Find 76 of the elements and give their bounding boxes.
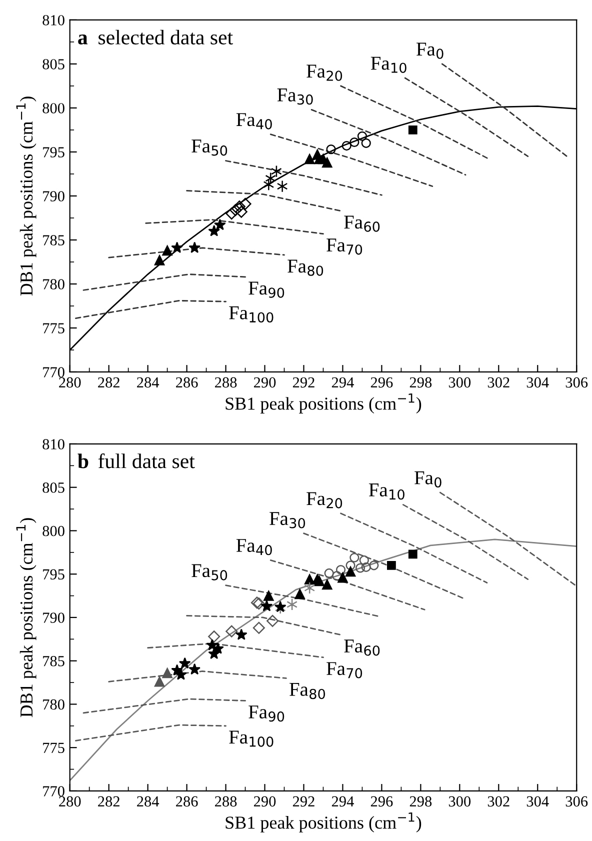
x-tick-label: 288 xyxy=(214,377,237,388)
y-tick-label: 790 xyxy=(43,612,64,623)
annotation: Fa$_{80}$ xyxy=(288,260,324,276)
annotation: Fa$_{50}$ xyxy=(192,564,228,580)
y-tick-label: 775 xyxy=(43,742,64,754)
x-tick-label: 302 xyxy=(488,796,510,807)
x-tick-label: 294 xyxy=(332,796,354,807)
y-tick-label: 810 xyxy=(42,15,64,26)
x-tick-label: 300 xyxy=(448,377,471,388)
y-tick-label: 790 xyxy=(43,191,64,202)
x-tick-label: 280 xyxy=(59,377,81,388)
x-axis-title: SB1 peak positions (cm$^{−1}$) xyxy=(226,393,422,414)
x-tick-label: 304 xyxy=(526,796,549,807)
y-tick-label: 805 xyxy=(42,482,64,493)
x-tick-label: 282 xyxy=(98,377,120,388)
annotation: Fa$_{60}$ xyxy=(344,640,380,656)
annotation: Fa$_{100}$ xyxy=(229,306,274,323)
x-tick-label: 288 xyxy=(214,796,237,807)
x-tick-label: 302 xyxy=(488,377,510,388)
x-tick-label: 286 xyxy=(176,377,198,388)
x-tick-label: 296 xyxy=(370,796,393,807)
annotation: Fa$_{40}$ xyxy=(236,539,272,556)
annotation: Fa$_{70}$ xyxy=(326,238,362,255)
y-tick-label: 810 xyxy=(42,439,64,450)
y-tick-label: 775 xyxy=(43,323,64,334)
x-tick-label: 298 xyxy=(410,377,432,388)
y-tick-label: 785 xyxy=(43,235,64,246)
y-tick-label: 780 xyxy=(43,699,64,710)
x-tick-label: 298 xyxy=(410,796,432,807)
annotation: Fa$_{60}$ xyxy=(344,216,380,232)
y-tick-label: 805 xyxy=(42,59,64,70)
y-axis-title: DB1 peak positions (cm$^{−1}$) xyxy=(16,518,36,718)
x-tick-label: 306 xyxy=(566,377,588,388)
x-tick-label: 300 xyxy=(448,796,471,807)
x-tick-label: 292 xyxy=(292,377,314,388)
x-tick-label: 294 xyxy=(332,377,354,388)
y-tick-label: 800 xyxy=(42,526,64,536)
annotation: Fa$_{20}$ xyxy=(306,64,342,81)
y-tick-label: 770 xyxy=(43,367,64,378)
annotation: Fa$_{100}$ xyxy=(229,730,274,747)
annotation: Fa$_{10}$ xyxy=(368,484,404,500)
x-axis-title: SB1 peak positions (cm$^{−1}$) xyxy=(226,812,422,832)
annotation: Fa$_{40}$ xyxy=(236,113,272,130)
annotation: Fa$_{30}$ xyxy=(277,88,313,105)
annotation: Fa$_{20}$ xyxy=(306,492,342,508)
annotation: Fa$_{90}$ xyxy=(248,706,284,722)
x-tick-label: 290 xyxy=(254,796,276,807)
annotation: Fa$_{30}$ xyxy=(270,512,306,528)
annotation: Fa$_{90}$ xyxy=(248,282,284,298)
y-tick-label: 770 xyxy=(43,786,64,796)
x-tick-label: 282 xyxy=(98,796,120,807)
y-tick-label: 795 xyxy=(43,569,64,580)
annotation: Fa$_{80}$ xyxy=(290,683,326,700)
x-tick-label: 296 xyxy=(370,377,393,388)
annotation: Fa$_{0}$ xyxy=(414,471,442,488)
annotation: full data set xyxy=(98,453,195,468)
annotation: a xyxy=(78,34,88,45)
x-tick-label: 304 xyxy=(526,377,549,388)
annotation: Fa$_{50}$ xyxy=(192,140,228,156)
annotation: Fa$_{70}$ xyxy=(326,662,362,678)
y-tick-label: 780 xyxy=(43,279,64,290)
x-tick-label: 306 xyxy=(566,796,588,807)
annotation: Fa$_{0}$ xyxy=(416,42,444,59)
x-tick-label: 284 xyxy=(137,377,160,388)
x-tick-label: 290 xyxy=(254,377,276,388)
y-tick-label: 800 xyxy=(42,103,64,114)
y-tick-label: 795 xyxy=(43,147,64,158)
y-axis-title: DB1 peak positions (cm$^{−1}$) xyxy=(16,96,36,296)
annotation: selected data set xyxy=(98,30,233,45)
x-tick-label: 292 xyxy=(292,796,314,807)
x-tick-label: 286 xyxy=(176,796,198,807)
annotation: b xyxy=(78,454,88,468)
x-tick-label: 284 xyxy=(137,796,160,807)
annotation: Fa$_{10}$ xyxy=(370,56,406,73)
y-tick-label: 785 xyxy=(43,656,64,666)
x-tick-label: 280 xyxy=(59,796,81,807)
